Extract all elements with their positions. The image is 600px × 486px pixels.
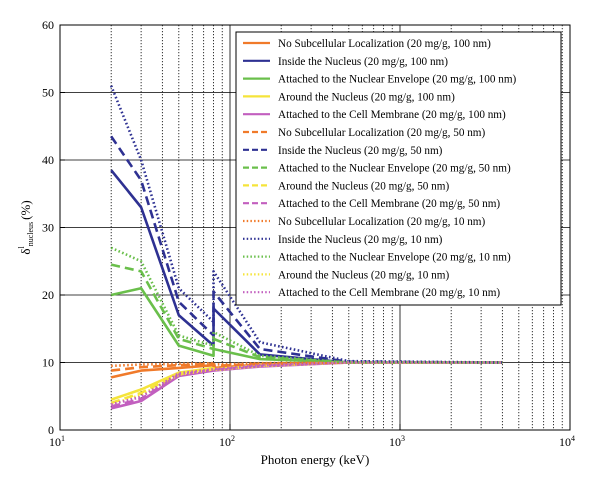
- legend-label: No Subcellular Localization (20 mg/g, 50…: [278, 127, 486, 139]
- series-line-envelope-dotted: [110, 246, 503, 364]
- legend-label: Around the Nucleus (20 mg/g, 100 nm): [278, 91, 455, 103]
- x-tick-label: 104: [559, 434, 575, 449]
- legend-label: No Subcellular Localization (20 mg/g, 10…: [278, 216, 486, 228]
- legend-label: Attached to the Nuclear Envelope (20 mg/…: [278, 252, 511, 264]
- legend-label: Attached to the Cell Membrane (20 mg/g, …: [278, 287, 500, 299]
- y-tick-label: 60: [42, 18, 54, 32]
- axis-ticks: 0 10 20 30 40 50 60 101 102 103 104: [42, 18, 575, 449]
- legend-label: Inside the Nucleus (20 mg/g, 10 nm): [278, 234, 443, 246]
- y-tick-label: 30: [42, 221, 54, 235]
- legend-label: Attached to the Nuclear Envelope (20 mg/…: [278, 74, 517, 86]
- legend-box: [235, 31, 562, 306]
- series-line-around-dotted: [110, 361, 503, 406]
- series-line-inside-dashed: [110, 135, 503, 364]
- legend: No Subcellular Localization (20 mg/g, 10…: [235, 31, 562, 306]
- y-axis-label: δlnucleus(%): [17, 200, 35, 254]
- y-axis-label-group: δlnucleus(%): [17, 200, 35, 254]
- plot-series: [109, 85, 503, 410]
- x-tick-label: 101: [49, 434, 65, 449]
- y-tick-label: 20: [42, 288, 54, 302]
- legend-label: Around the Nucleus (20 mg/g, 10 nm): [278, 269, 449, 281]
- y-tick-label: 0: [48, 423, 54, 437]
- y-tick-label: 10: [42, 356, 54, 370]
- x-tick-label: 103: [389, 434, 405, 449]
- y-tick-label: 50: [42, 86, 54, 100]
- legend-label: Attached to the Nuclear Envelope (20 mg/…: [278, 163, 511, 175]
- y-tick-label: 40: [42, 153, 54, 167]
- series-line-inside-dotted: [109, 85, 503, 364]
- legend-label: Attached to the Cell Membrane (20 mg/g, …: [278, 198, 500, 210]
- x-axis-label: Photon energy (keV): [261, 452, 370, 467]
- legend-label: Attached to the Cell Membrane (20 mg/g, …: [278, 109, 506, 121]
- legend-label: Inside the Nucleus (20 mg/g, 50 nm): [278, 145, 443, 157]
- legend-label: Inside the Nucleus (20 mg/g, 100 nm): [278, 56, 448, 68]
- y-axis-label-text: δlnucleus(%): [17, 200, 35, 254]
- x-tick-label: 102: [219, 434, 235, 449]
- series-line-envelope-dashed: [110, 263, 503, 364]
- legend-label: No Subcellular Localization (20 mg/g, 10…: [278, 38, 491, 50]
- legend-label: Around the Nucleus (20 mg/g, 50 nm): [278, 180, 449, 192]
